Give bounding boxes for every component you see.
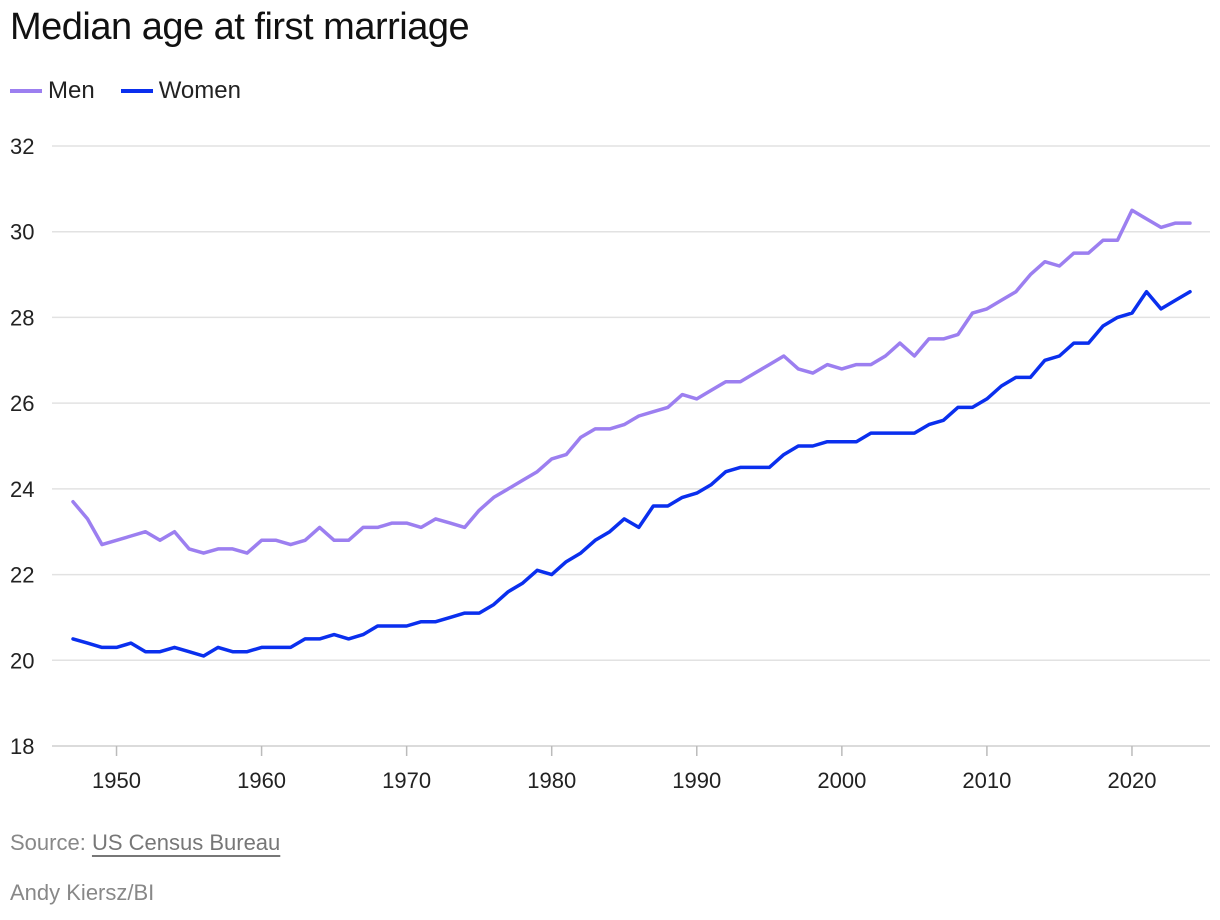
x-tick-label-2010: 2010 (962, 768, 1011, 793)
y-tick-label-20: 20 (10, 648, 34, 673)
y-tick-label-22: 22 (10, 563, 34, 588)
x-tick-label-2000: 2000 (817, 768, 866, 793)
x-tick-label-1990: 1990 (672, 768, 721, 793)
legend: Men Women (10, 76, 267, 106)
x-tick-label-1960: 1960 (237, 768, 286, 793)
legend-label-women: Women (158, 77, 241, 104)
chart-title: Median age at first marriage (10, 6, 470, 48)
x-tick-label-1950: 1950 (92, 768, 141, 793)
legend-swatch-women (120, 89, 153, 93)
legend-swatch-men (10, 89, 42, 93)
y-tick-label-32: 32 (10, 134, 34, 159)
legend-item-men: Men (10, 77, 95, 105)
y-tick-label-24: 24 (10, 477, 34, 502)
x-tick-label-1980: 1980 (527, 768, 576, 793)
legend-item-women: Women (120, 77, 241, 105)
line-chart: 18 20 22 24 26 28 30 32 1950 1960 1970 1980 1990 2000… (10, 134, 1210, 793)
y-tick-label-26: 26 (10, 391, 34, 416)
y-tick-label-30: 30 (10, 220, 34, 245)
series-line-women (71, 289, 1192, 658)
x-tick-label-2020: 2020 (1107, 768, 1156, 793)
x-tick-label-1970: 1970 (382, 768, 431, 793)
credit-line: Andy Kiersz/BI (10, 880, 155, 905)
y-tick-label-18: 18 (10, 734, 34, 759)
source-prefix: Source: (10, 830, 86, 855)
source-line: Source: US Census Bureau (10, 830, 280, 856)
legend-label-men: Men (48, 77, 95, 104)
series-line-men (71, 208, 1192, 555)
y-tick-label-28: 28 (10, 305, 34, 330)
source-link[interactable]: US Census Bureau (91, 830, 281, 855)
